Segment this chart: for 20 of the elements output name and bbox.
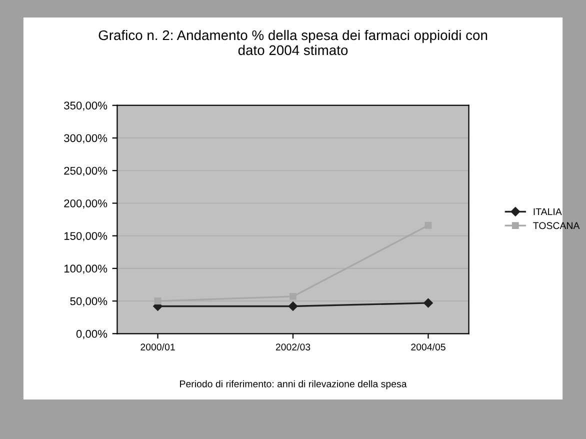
legend-label: TOSCANA bbox=[533, 222, 580, 230]
legend-label: ITALIA bbox=[534, 208, 562, 216]
x-tick-label: 2002/03 bbox=[276, 343, 310, 351]
y-tick-label: 300,00% bbox=[64, 134, 108, 144]
y-tick-label: 100,00% bbox=[64, 264, 108, 274]
y-tick-label: 50,00% bbox=[70, 297, 108, 306]
x-tick-label: 2004/05 bbox=[411, 343, 446, 351]
chart-title: Grafico n. 2: Andamento % della spesa dei farmaci oppioidi con dato 2004 stimato bbox=[98, 30, 488, 56]
point bbox=[424, 298, 433, 308]
y-tick-label: 150,00% bbox=[64, 232, 108, 242]
point bbox=[288, 302, 298, 311]
point bbox=[424, 222, 432, 229]
y-tick-label: 200,00% bbox=[64, 199, 108, 209]
y-tick-label: 350,00% bbox=[64, 102, 108, 111]
point bbox=[154, 298, 162, 304]
x-tick-label: 2000/01 bbox=[140, 343, 175, 351]
x-axis-title: Periodo di riferimento: anni di rilevazione della spesa bbox=[180, 380, 407, 390]
y-tick-label: 250,00% bbox=[64, 166, 108, 176]
y-tick-label: 0,00% bbox=[76, 330, 108, 340]
point bbox=[290, 292, 296, 300]
